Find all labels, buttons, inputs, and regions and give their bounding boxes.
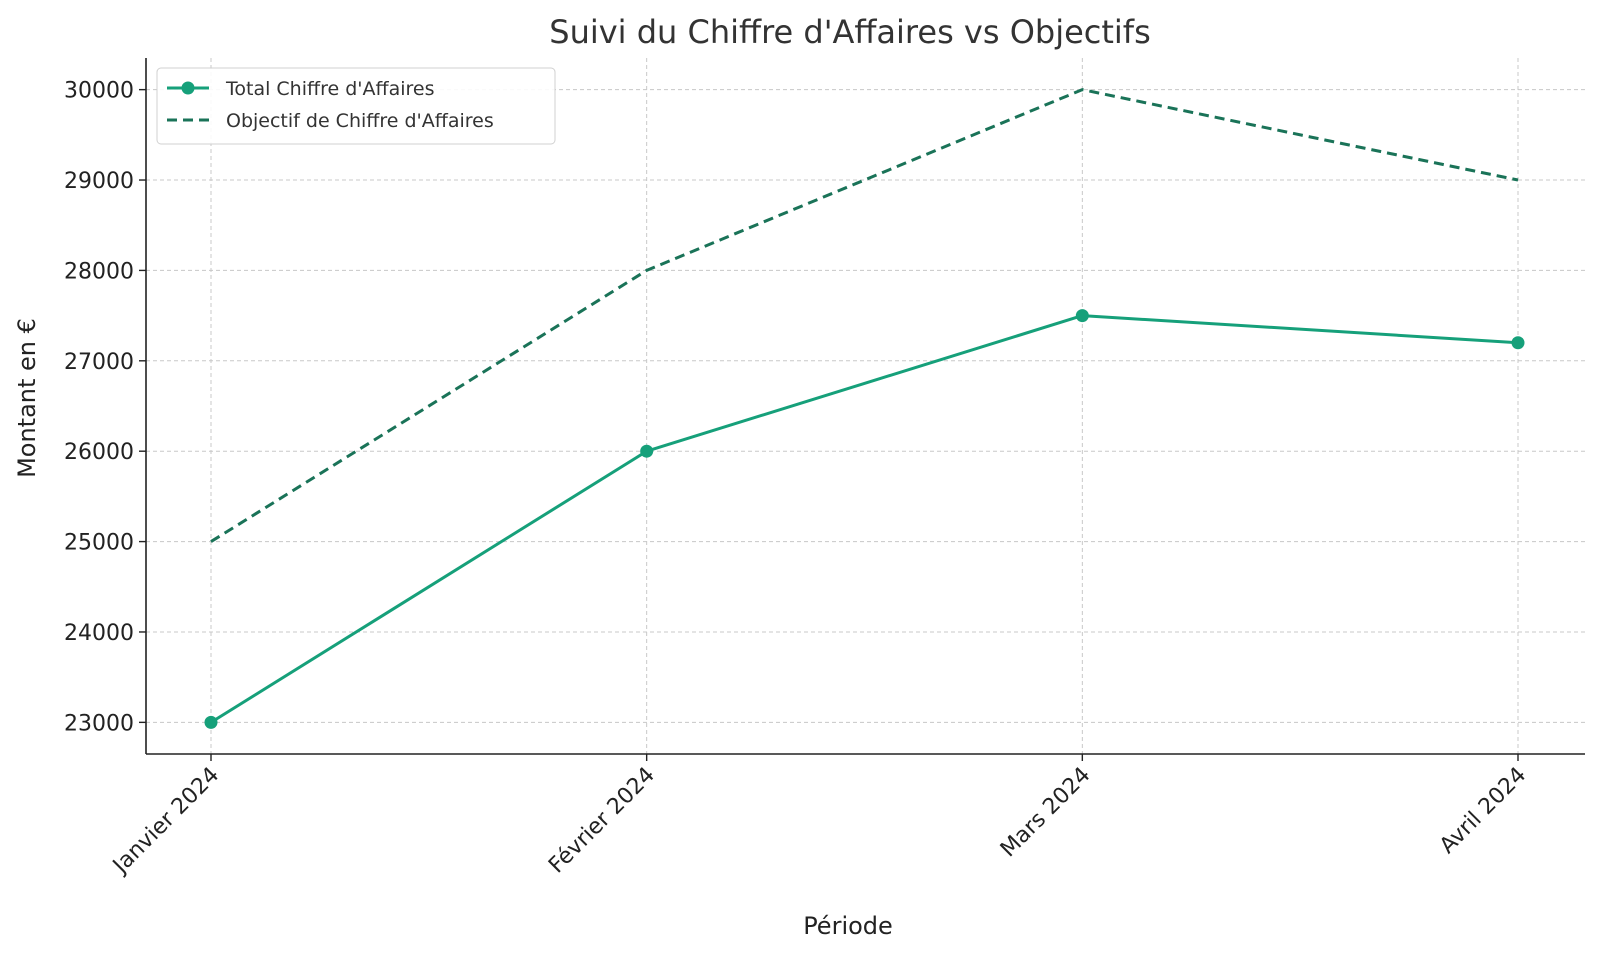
x-tick-label: Avril 2024: [1435, 763, 1531, 859]
y-tick-label: 27000: [64, 350, 134, 375]
legend: Total Chiffre d'Affaires Objectif de Chif…: [156, 67, 556, 145]
data-point: [640, 444, 654, 458]
chart-title: Suivi du Chiffre d'Affaires vs Objectifs: [549, 13, 1150, 51]
data-point: [1075, 309, 1089, 323]
series-line-1: [210, 314, 1519, 724]
data-point: [1511, 336, 1525, 350]
legend-label: Objectif de Chiffre d'Affaires: [226, 110, 494, 132]
y-tick-label: 29000: [64, 169, 134, 194]
x-axis-label: Période: [803, 912, 893, 940]
axes: 23000 24000 25000 26000 27000 28000 29000 30000…: [64, 58, 1585, 880]
legend-box: [156, 67, 556, 145]
y-tick-label: 28000: [64, 259, 134, 284]
x-tick-label: Janvier 2024: [107, 763, 224, 880]
x-tick-label: Mars 2024: [996, 763, 1096, 863]
y-axis-label: Montant en €: [13, 318, 41, 478]
x-tick-label: Février 2024: [544, 763, 660, 879]
data-point: [204, 715, 218, 729]
y-tick-label: 24000: [64, 621, 134, 646]
y-tick-label: 23000: [64, 711, 134, 736]
legend-marker: [181, 81, 195, 95]
grid: [146, 58, 1585, 754]
series-line-2: [210, 88, 1519, 543]
y-tick-label: 25000: [64, 531, 134, 556]
y-tick-label: 26000: [64, 440, 134, 465]
legend-label: Total Chiffre d'Affaires: [225, 78, 435, 100]
y-tick-label: 30000: [64, 79, 134, 104]
series-layer: [204, 88, 1525, 729]
